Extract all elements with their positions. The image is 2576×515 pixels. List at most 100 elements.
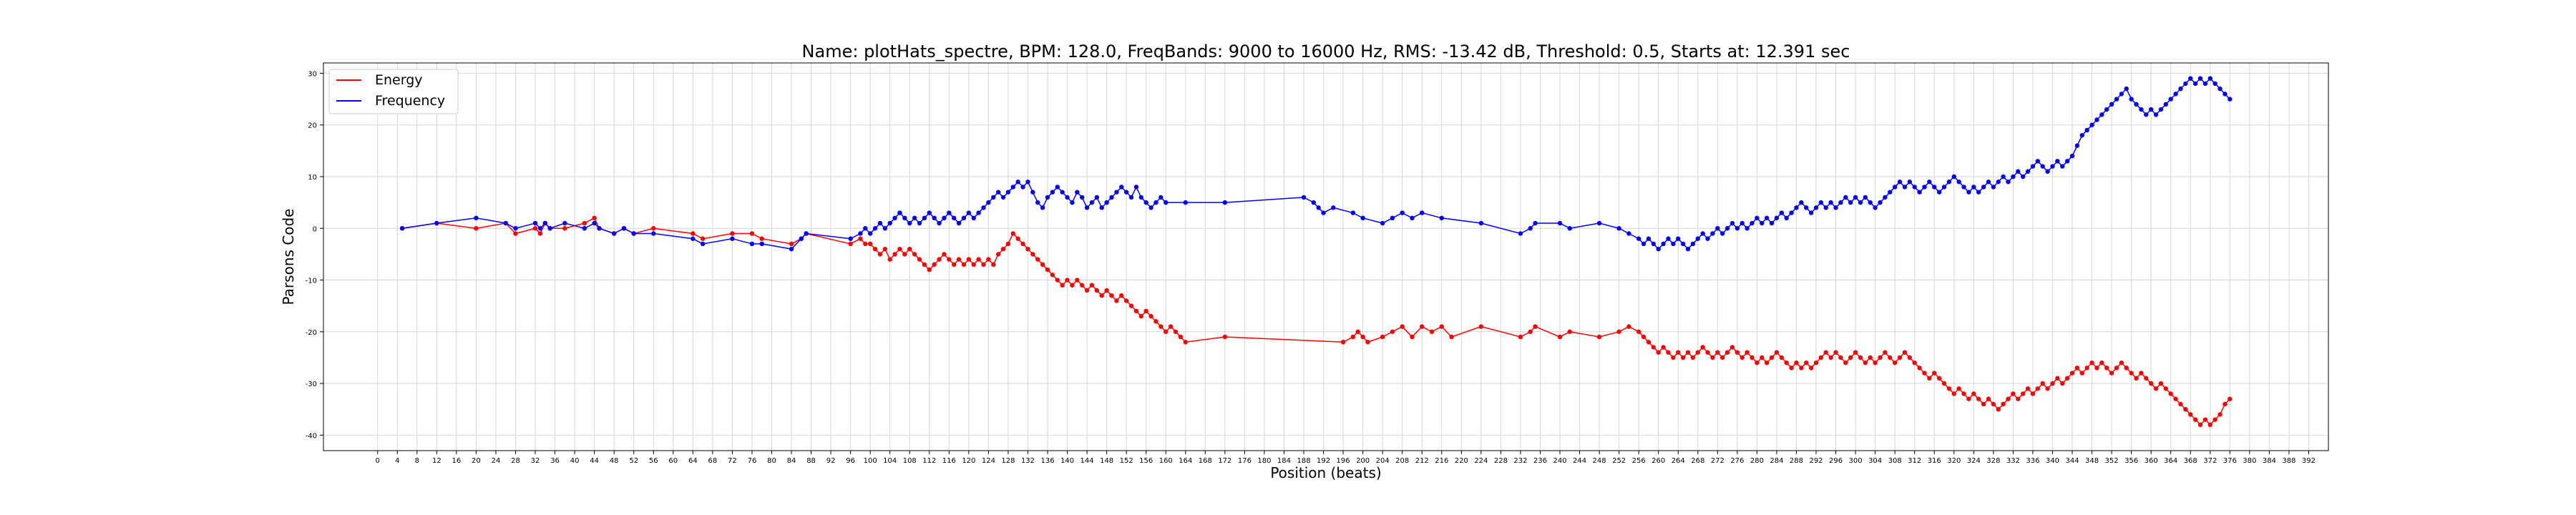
energy-point xyxy=(1750,355,1755,360)
frequency-point xyxy=(1685,246,1691,252)
frequency-point xyxy=(1873,205,1878,210)
energy-point xyxy=(759,236,764,241)
frequency-point xyxy=(1518,231,1523,236)
frequency-point xyxy=(700,241,706,247)
energy-point xyxy=(981,262,986,268)
energy-point xyxy=(1030,252,1035,257)
frequency-point xyxy=(1755,215,1760,220)
frequency-point xyxy=(1020,185,1025,190)
frequency-point xyxy=(1148,205,1153,210)
x-ticks: 0 4 8 12 16 20 24 28 32 36 40 44 48 52 56 60 64 68 72 76 80 8… xyxy=(376,451,2316,465)
energy-point xyxy=(1533,324,1538,329)
frequency-point xyxy=(2020,174,2026,180)
x-tick-label: 104 xyxy=(883,457,897,465)
energy-point xyxy=(1365,340,1370,345)
frequency-point xyxy=(2134,102,2139,107)
energy-point xyxy=(1616,329,1621,334)
frequency-point xyxy=(882,226,888,231)
energy-point xyxy=(1966,396,1971,401)
frequency-point xyxy=(1094,195,1100,200)
energy-point xyxy=(1956,386,1961,391)
frequency-point xyxy=(759,241,764,247)
energy-point xyxy=(1888,355,1893,360)
frequency-point xyxy=(1533,220,1538,226)
frequency-point xyxy=(902,215,907,220)
frequency-point xyxy=(2084,127,2089,133)
frequency-point xyxy=(1941,185,1947,190)
energy-point xyxy=(2153,386,2159,391)
y-tick-label: 20 xyxy=(308,122,317,130)
energy-point xyxy=(2079,371,2084,376)
frequency-point xyxy=(547,226,552,231)
energy-point xyxy=(2089,360,2094,366)
energy-point xyxy=(1976,396,1981,401)
energy-point xyxy=(1222,334,1228,340)
x-tick-label: 20 xyxy=(472,457,481,465)
y-tick-label: 30 xyxy=(308,70,317,78)
energy-point xyxy=(1380,334,1385,340)
frequency-point xyxy=(1030,190,1035,195)
frequency-point xyxy=(2069,153,2075,159)
energy-point xyxy=(2060,381,2065,386)
frequency-point xyxy=(1143,200,1148,205)
x-tick-label: 40 xyxy=(570,457,580,465)
x-tick-label: 244 xyxy=(1573,457,1586,465)
x-tick-label: 36 xyxy=(550,457,560,465)
x-tick-label: 200 xyxy=(1356,457,1370,465)
x-tick-label: 236 xyxy=(1533,457,1547,465)
x-tick-label: 188 xyxy=(1297,457,1310,465)
energy-point xyxy=(1035,257,1040,262)
x-tick-label: 144 xyxy=(1080,457,1094,465)
frequency-point xyxy=(1808,210,1814,215)
frequency-point xyxy=(1843,195,1848,200)
energy-point xyxy=(1907,355,1913,360)
energy-point xyxy=(2050,381,2055,386)
frequency-point xyxy=(995,190,1001,195)
energy-point xyxy=(1020,241,1025,247)
frequency-point xyxy=(1119,185,1124,190)
chart-title: Name: plotHats_spectre, BPM: 128.0, Freq… xyxy=(802,41,1850,62)
x-tick-label: 184 xyxy=(1277,457,1291,465)
x-tick-label: 216 xyxy=(1435,457,1448,465)
frequency-point xyxy=(621,226,627,231)
energy-point xyxy=(1892,360,1898,366)
energy-point xyxy=(2168,391,2173,396)
x-tick-label: 68 xyxy=(708,457,718,465)
frequency-point xyxy=(1883,195,1888,200)
x-tick-label: 168 xyxy=(1199,457,1212,465)
frequency-point xyxy=(1010,185,1016,190)
x-tick-label: 96 xyxy=(846,457,855,465)
energy-point xyxy=(1715,350,1720,355)
energy-point xyxy=(892,252,897,257)
energy-point xyxy=(1158,324,1163,329)
energy-point xyxy=(1774,350,1780,355)
energy-point xyxy=(1897,355,1903,360)
frequency-point xyxy=(789,246,794,252)
frequency-point xyxy=(1784,215,1789,220)
frequency-point xyxy=(1035,200,1040,205)
energy-point xyxy=(2035,386,2041,391)
frequency-point xyxy=(1666,236,1671,241)
frequency-point xyxy=(2079,132,2084,138)
frequency-point xyxy=(952,215,957,220)
x-tick-label: 100 xyxy=(864,457,877,465)
frequency-point xyxy=(1764,215,1770,220)
frequency-point xyxy=(1070,200,1075,205)
x-tick-label: 368 xyxy=(2184,457,2197,465)
energy-point xyxy=(1070,283,1075,288)
frequency-point xyxy=(2173,92,2178,97)
frequency-point xyxy=(2060,164,2065,169)
x-tick-label: 252 xyxy=(1612,457,1626,465)
x-tick-label: 180 xyxy=(1257,457,1271,465)
energy-point xyxy=(1764,360,1770,366)
frequency-point xyxy=(1690,241,1696,247)
energy-point xyxy=(2129,371,2134,376)
energy-point xyxy=(1596,334,1602,340)
energy-point xyxy=(2183,406,2188,412)
x-tick-label: 208 xyxy=(1395,457,1409,465)
y-tick-label: -20 xyxy=(306,329,317,337)
frequency-point xyxy=(1922,185,1927,190)
frequency-point xyxy=(922,215,927,220)
energy-point xyxy=(942,252,947,257)
x-tick-label: 60 xyxy=(668,457,678,465)
